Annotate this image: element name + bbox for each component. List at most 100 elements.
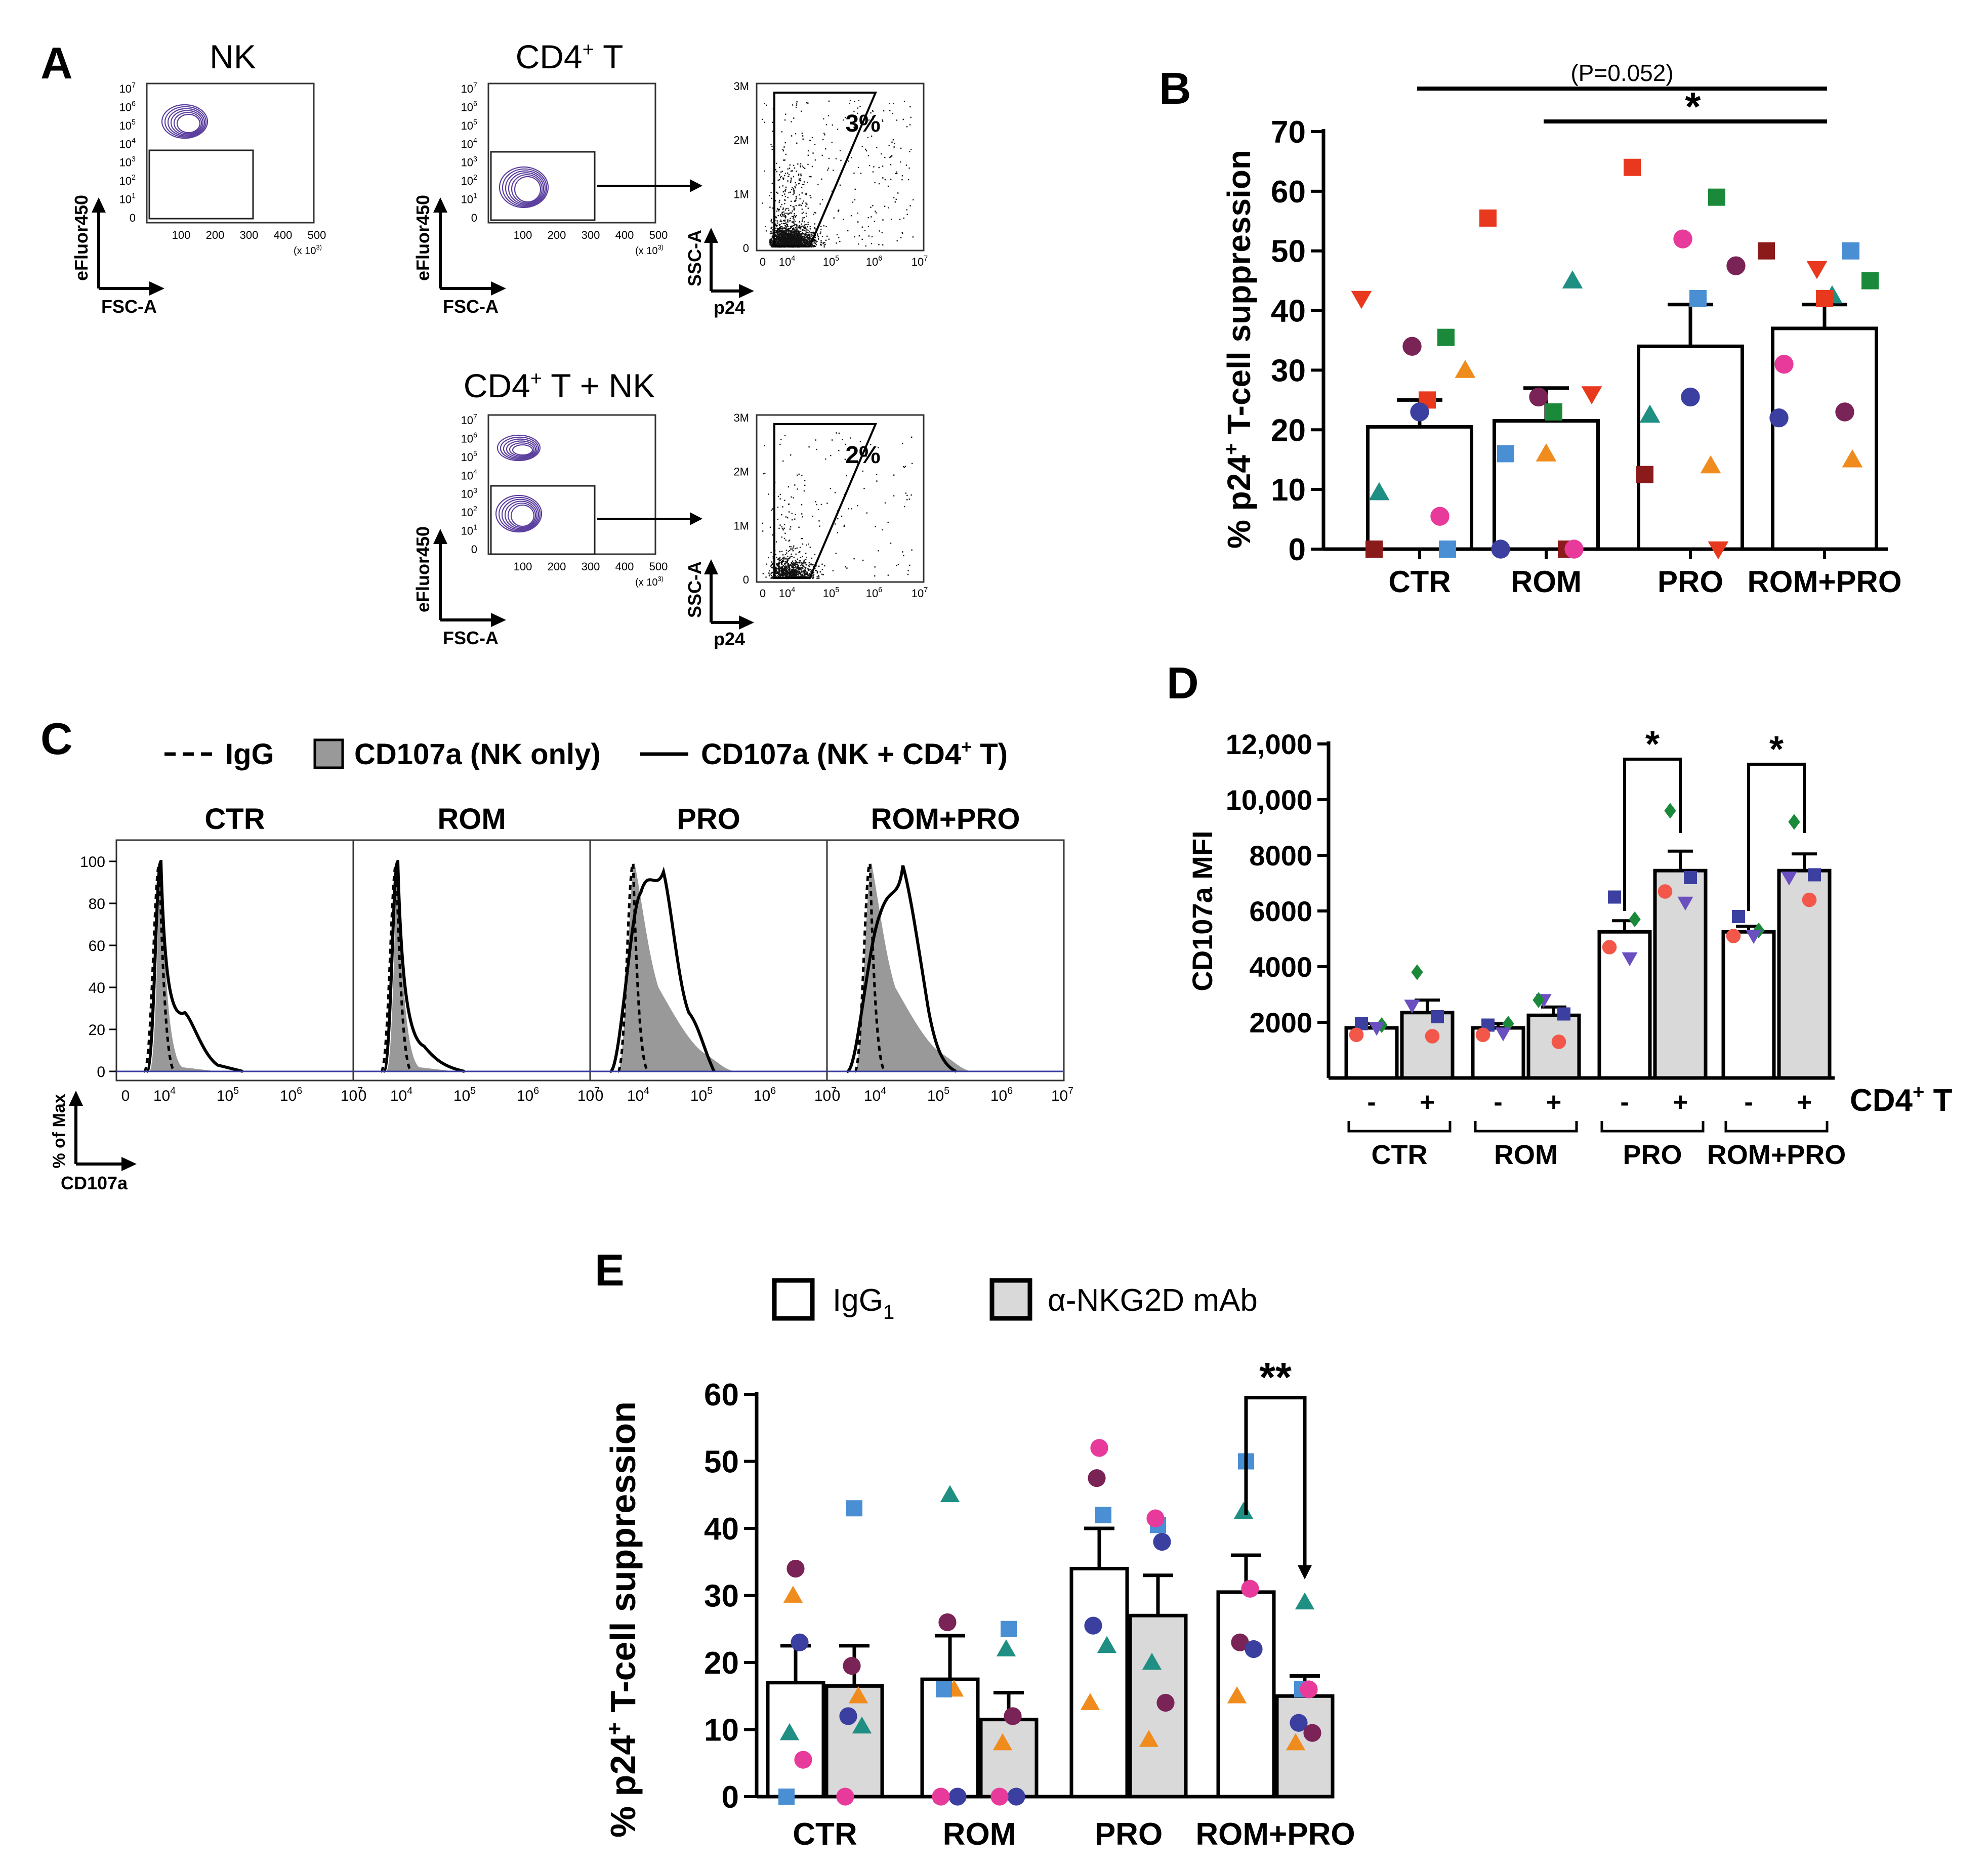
contour-ytick: 0	[130, 212, 136, 224]
scatter-xtick: 106	[866, 586, 882, 600]
histogram-xtick-exp: 4	[407, 1086, 412, 1097]
data-point	[990, 1788, 1009, 1806]
contour-ytick: 106	[461, 432, 477, 445]
contour-frame	[146, 82, 315, 224]
contour-xtick: 300	[240, 229, 259, 241]
scatter-ytick: 1M	[733, 519, 749, 532]
data-point	[1097, 1636, 1117, 1653]
axis-y-label: eFluor450	[412, 526, 433, 612]
scatter-xtick-exp: 7	[924, 255, 928, 263]
data-point	[1658, 884, 1673, 899]
data-point	[843, 1657, 861, 1675]
histogram-xtick: 105	[927, 1086, 949, 1105]
contour-ytick: 107	[461, 413, 477, 427]
bar-ROM+PRO-igg1	[1216, 1590, 1276, 1799]
histogram-xtick-exp: 5	[944, 1086, 949, 1097]
y-tick-label: 70	[1271, 115, 1306, 150]
data-point	[1581, 386, 1602, 404]
data-point	[1431, 1010, 1444, 1023]
histogram-xtick-exp: 7	[357, 1086, 363, 1097]
scatter-xtick-base: 10	[866, 256, 878, 268]
contour-ytick-base: 10	[461, 175, 473, 187]
histogram-xtick: 106	[990, 1086, 1013, 1105]
histogram-xtick-base: 10	[754, 1088, 770, 1104]
histogram-title: ROM+PRO	[871, 803, 1020, 836]
data-point	[936, 1681, 952, 1697]
y-tick-label: 2000	[1249, 1007, 1312, 1039]
sig-stars: **	[1259, 1355, 1292, 1401]
contour-line	[161, 104, 209, 139]
contour-xtick: 400	[615, 229, 634, 241]
data-point	[1726, 929, 1741, 943]
contour-ytick: 102	[461, 174, 477, 187]
panel-b-ylabel: % p24+ T-cell suppression	[1220, 150, 1257, 549]
data-point	[938, 1613, 957, 1632]
data-point	[1842, 449, 1863, 468]
sig-label-p: (P=0.052)	[1570, 60, 1673, 86]
y-tick-label: 8000	[1249, 840, 1312, 871]
data-point	[1726, 256, 1746, 275]
data-point	[1551, 1034, 1566, 1049]
scatter-xtick-exp: 6	[878, 586, 882, 594]
histogram-ytick: 60	[89, 938, 105, 954]
data-point	[1624, 158, 1641, 176]
legend-igg-label: IgG	[225, 738, 274, 771]
data-point	[1673, 229, 1692, 248]
arrowhead	[92, 197, 106, 213]
gate-percentage: 3%	[845, 110, 880, 137]
panel-d-condition-label: CD4+ T	[1850, 1081, 1953, 1118]
data-point	[1295, 1592, 1315, 1610]
contour-line	[503, 438, 538, 459]
contour-line	[510, 504, 535, 527]
data-point	[1142, 1652, 1162, 1670]
contour-ytick-exp: 1	[473, 524, 477, 532]
legend-nk-only-label: CD107a (NK only)	[354, 738, 601, 771]
scatter-ytick: 1M	[733, 188, 749, 200]
scatter-ytick: 2M	[733, 466, 749, 478]
data-point	[1816, 290, 1833, 307]
data-point	[1689, 290, 1707, 307]
group-label: ROM+PRO	[1707, 1140, 1846, 1170]
y-tick-label: 10	[704, 1713, 739, 1748]
arrowhead	[433, 529, 447, 544]
histogram-xtick-exp: 4	[644, 1086, 649, 1097]
histogram-xtick: 105	[453, 1086, 476, 1105]
data-point	[940, 1485, 960, 1503]
y-tick-label: 50	[1271, 234, 1306, 269]
arrowhead	[690, 179, 702, 192]
legend-nk-cd4-label: CD107a (NK + CD4+ T)	[701, 736, 1008, 771]
data-point	[1080, 1693, 1100, 1710]
scatter-xtick: 0	[760, 587, 766, 600]
data-point	[836, 1788, 854, 1806]
contour-line	[507, 503, 536, 528]
sig-bracket	[1747, 763, 1806, 911]
data-point	[1497, 445, 1514, 463]
data-point	[1349, 1027, 1364, 1043]
data-point	[1545, 403, 1562, 421]
histogram-xtick-exp: 6	[1007, 1086, 1013, 1097]
contour-ytick-base: 10	[461, 101, 473, 113]
data-point	[1227, 1686, 1247, 1704]
scatter-xtick: 104	[779, 255, 795, 268]
contour-ytick: 104	[461, 137, 477, 150]
sig-star: *	[1769, 729, 1784, 770]
histogram-nk-cd4	[609, 866, 716, 1073]
scatter-xtick: 0	[760, 256, 766, 268]
histogram-xtick: 105	[217, 1086, 239, 1105]
contour-line	[173, 112, 202, 135]
data-point	[1402, 337, 1422, 356]
contour-xtick: 500	[308, 229, 326, 241]
data-point	[1602, 940, 1617, 954]
data-point	[1700, 455, 1721, 474]
data-point	[1007, 1788, 1025, 1806]
y-tick-label: 30	[704, 1579, 739, 1614]
histogram-xtick-base: 10	[990, 1088, 1007, 1104]
histogram-xtick-base: 10	[690, 1088, 707, 1104]
data-point	[1788, 814, 1800, 830]
data-point	[1502, 1016, 1514, 1032]
histogram-xtick: 0	[358, 1088, 367, 1104]
panel-c: C IgG CD107a (NK only) CD107a (NK + CD4+…	[40, 714, 1073, 1193]
